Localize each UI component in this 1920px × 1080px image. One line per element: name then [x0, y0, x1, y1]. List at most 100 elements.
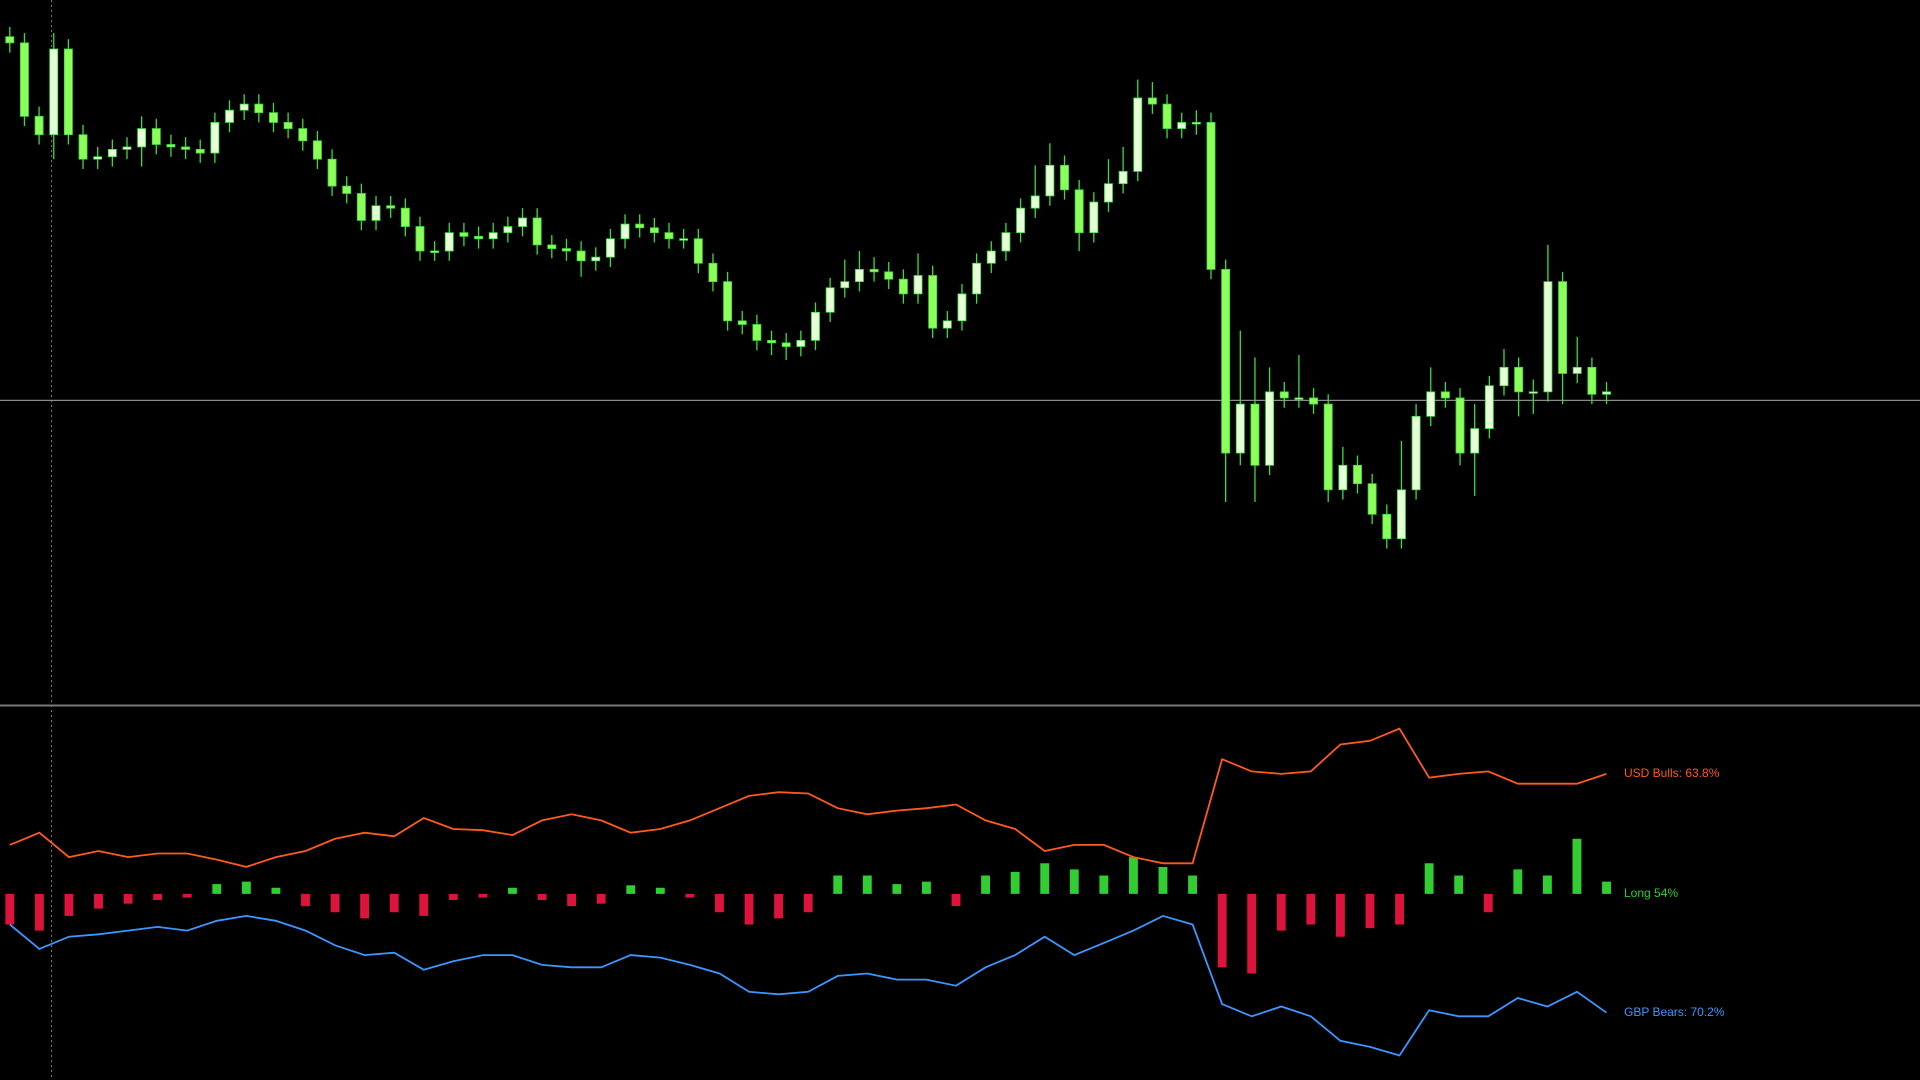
- candle-body: [1572, 366, 1582, 374]
- candle-body: [1089, 201, 1099, 234]
- candle-body: [752, 324, 762, 341]
- histogram-bar: [1099, 875, 1109, 894]
- candle-body: [1353, 464, 1362, 485]
- candle-body: [400, 207, 410, 227]
- indicator-line: [9, 914, 1608, 1057]
- histogram-bar: [833, 875, 843, 894]
- candle-body: [1309, 397, 1318, 405]
- candle-body: [63, 48, 73, 136]
- histogram-bar: [1010, 871, 1020, 894]
- candle-body: [137, 128, 147, 148]
- histogram-bar: [153, 893, 163, 900]
- candle-body: [415, 226, 425, 252]
- histogram-bar: [330, 893, 340, 913]
- candle-body: [547, 244, 557, 249]
- candle-body: [1177, 122, 1187, 129]
- histogram-bar: [419, 893, 429, 916]
- candle-body: [1162, 103, 1172, 129]
- candle-body: [913, 275, 923, 295]
- candle-body: [1499, 366, 1509, 387]
- candle-body: [1587, 366, 1597, 395]
- candle-body: [1001, 232, 1011, 252]
- histogram-bar: [951, 893, 961, 907]
- candle-body: [1470, 428, 1480, 454]
- candle-body: [898, 278, 908, 295]
- candle-body: [327, 158, 337, 187]
- histogram-bar: [922, 881, 931, 894]
- histogram-bar: [537, 893, 547, 900]
- candle-body: [1074, 189, 1084, 234]
- histogram-bar: [626, 885, 636, 894]
- candle-body: [49, 48, 59, 136]
- candle-body: [312, 140, 322, 160]
- histogram-bar: [1306, 893, 1316, 925]
- candle-body: [1016, 207, 1026, 234]
- candle-body: [1133, 97, 1143, 172]
- histogram-bar: [5, 893, 15, 925]
- candle-body: [181, 146, 191, 150]
- candle-body: [1147, 97, 1157, 105]
- histogram-bar: [94, 893, 103, 909]
- candle-body: [1382, 513, 1392, 540]
- candle-body: [928, 275, 938, 329]
- candle-body: [1484, 385, 1494, 429]
- candle-body: [532, 217, 542, 246]
- candle-body: [679, 238, 689, 241]
- candle-body: [298, 128, 308, 142]
- candle-body: [1514, 366, 1524, 393]
- candle-body: [1543, 281, 1553, 393]
- candle-body: [811, 311, 820, 341]
- candle-body: [5, 36, 15, 44]
- histogram-bar: [1069, 869, 1079, 894]
- candle-body: [518, 217, 527, 227]
- candle-body: [342, 185, 352, 194]
- candle-body: [34, 115, 44, 136]
- candle-body: [1191, 122, 1201, 125]
- histogram-bar: [182, 893, 192, 898]
- candle-body: [620, 223, 630, 240]
- candle-body: [488, 232, 498, 240]
- histogram-bar: [715, 893, 724, 913]
- candle-body: [1528, 391, 1538, 394]
- candle-body: [151, 128, 161, 145]
- candle-body: [1060, 164, 1069, 191]
- histogram-bar: [774, 893, 784, 919]
- candle-body: [737, 320, 747, 325]
- histogram-bar: [64, 893, 74, 916]
- histogram-bar: [301, 893, 310, 907]
- candle-body: [1221, 268, 1231, 454]
- histogram-bar: [1276, 893, 1286, 931]
- series-label: GBP Bears: 70.2%: [1624, 1005, 1725, 1019]
- histogram-bar: [1217, 893, 1227, 968]
- candle-body: [269, 112, 278, 123]
- histogram-bar: [1158, 866, 1168, 894]
- candle-body: [781, 342, 791, 347]
- candle-body: [796, 340, 806, 347]
- candle-body: [20, 42, 29, 117]
- candle-body: [562, 248, 571, 252]
- candle-body: [93, 156, 103, 160]
- candle-body: [1411, 415, 1421, 491]
- histogram-bar: [1542, 875, 1552, 894]
- candle-body: [649, 227, 659, 234]
- candle-body: [855, 268, 864, 283]
- candle-body: [1279, 391, 1289, 399]
- histogram-bar: [1040, 863, 1050, 894]
- candle-body: [942, 320, 952, 329]
- candle-body: [825, 287, 835, 313]
- candle-body: [1323, 403, 1333, 491]
- histogram-bar: [1602, 881, 1611, 894]
- candle-body: [254, 103, 264, 114]
- candle-body: [1558, 281, 1568, 374]
- candle-body: [1030, 195, 1040, 209]
- candle-body: [1602, 391, 1611, 395]
- indicator-line: [9, 727, 1607, 868]
- series-label: USD Bulls: 63.8%: [1624, 766, 1720, 780]
- candle-body: [356, 193, 366, 221]
- candle-body: [78, 134, 88, 160]
- candle-body: [386, 205, 396, 209]
- candle-body: [1367, 483, 1377, 515]
- histogram-bar: [212, 884, 222, 894]
